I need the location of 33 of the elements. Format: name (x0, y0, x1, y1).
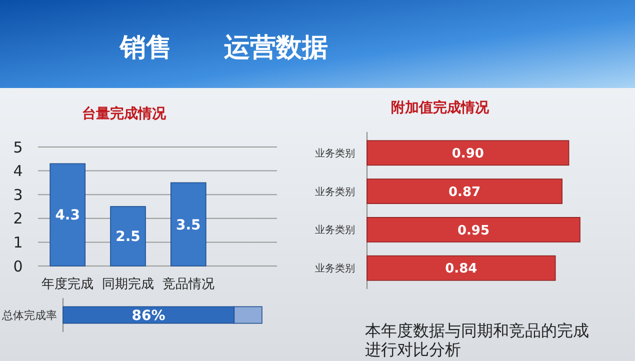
y-tick-label: 0 (13, 257, 23, 276)
data-label: 86% (132, 308, 166, 324)
bar (110, 206, 146, 266)
text: 本年度数据与同期和竞品的完成进行对比分析 (365, 321, 589, 359)
data-label: 2.5 (116, 229, 140, 246)
data-label: 0.87 (448, 184, 481, 200)
y-tick-label: 业务类别 (315, 147, 355, 160)
y-tick-label: 1 (13, 233, 23, 252)
bar (366, 255, 556, 281)
y-tick-label: 业务类别 (315, 224, 355, 236)
bar (366, 217, 580, 242)
bar (50, 163, 86, 266)
x-tick-label: 同期完成 (102, 276, 154, 292)
y-tick-label: 业务类别 (315, 262, 355, 275)
y-tick-label: 5 (13, 138, 23, 156)
chart-title: 附加值完成情况 (391, 99, 490, 116)
y-tick-label: 2 (13, 210, 23, 228)
text: 销售 运营数据 (119, 33, 328, 63)
y-tick-label: 4 (13, 162, 23, 180)
y-tick-label: 总体完成率 (1, 308, 57, 322)
bar (366, 178, 562, 204)
chart-title: 台量完成情况 (82, 105, 167, 122)
data-label: 3.5 (176, 217, 201, 234)
x-tick-label: 年度完成 (42, 276, 94, 292)
y-tick-label: 3 (13, 186, 23, 204)
data-label: 4.3 (55, 208, 80, 224)
data-label: 0.95 (457, 223, 490, 238)
bar (366, 140, 570, 166)
data-label: 0.84 (445, 262, 478, 277)
bar (170, 182, 206, 266)
data-label: 0.90 (452, 146, 484, 162)
x-tick-label: 竞品情况 (162, 277, 214, 292)
y-tick-label: 业务类别 (315, 186, 355, 198)
